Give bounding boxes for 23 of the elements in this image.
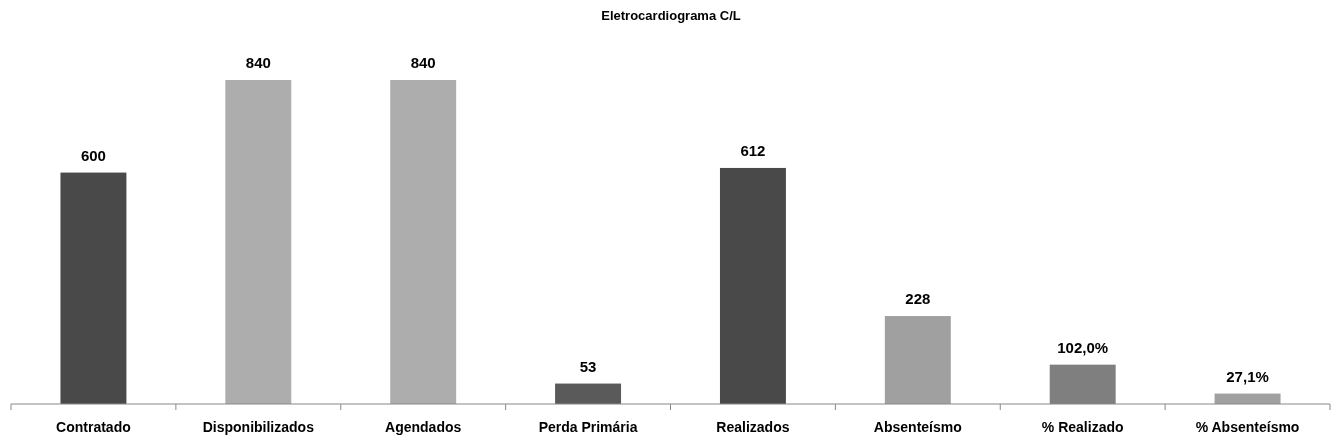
x-tick-label: Disponibilizados <box>202 419 315 435</box>
bar <box>719 167 786 404</box>
x-tick-label: Perda Primária <box>538 419 638 435</box>
data-label: 600 <box>80 146 106 164</box>
bar <box>225 80 292 404</box>
data-label: 840 <box>410 54 436 71</box>
data-label: 612 <box>740 141 766 159</box>
chart-title: Eletrocardiograma C/L <box>601 8 741 23</box>
bar <box>390 80 457 404</box>
x-tick-label: Realizados <box>716 419 790 435</box>
bar <box>884 316 951 404</box>
data-label: 53 <box>579 357 597 375</box>
data-label: 228 <box>905 290 931 308</box>
bar <box>60 172 127 404</box>
data-label: 840 <box>245 54 271 71</box>
x-tick-label: Absenteísmo <box>873 419 962 435</box>
x-tick-label: Agendados <box>385 419 462 435</box>
x-tick-label: % Realizado <box>1041 419 1124 435</box>
bar <box>555 383 622 404</box>
x-tick-label: % Absenteísmo <box>1195 419 1300 435</box>
data-label: 102,0% <box>1057 338 1109 356</box>
data-label: 27,1% <box>1226 367 1269 385</box>
x-tick-label: Contratado <box>56 419 131 435</box>
